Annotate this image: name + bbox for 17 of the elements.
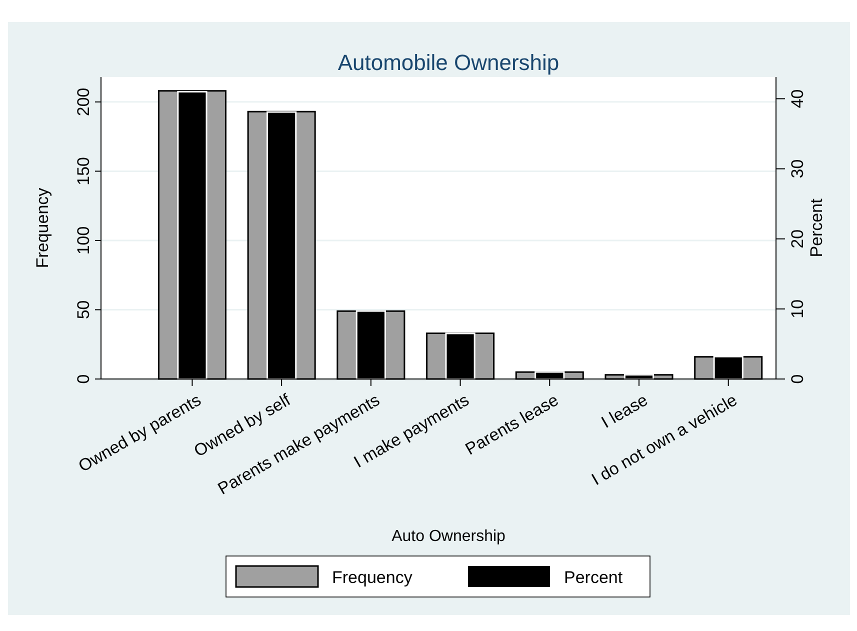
- legend-label: Frequency: [332, 568, 413, 587]
- y2-tick-label: 20: [788, 229, 807, 248]
- x-tick-label: I lease: [598, 390, 651, 432]
- chart-title: Automobile Ownership: [338, 50, 560, 75]
- y2-tick-label: 10: [788, 299, 807, 318]
- y2-axis-title: Percent: [807, 198, 826, 258]
- x-axis-title: Auto Ownership: [392, 528, 506, 545]
- y2-tick-label: 0: [788, 374, 807, 384]
- y2-tick-label: 30: [788, 159, 807, 178]
- y2-tick-label: 40: [788, 89, 807, 108]
- y-tick-label: 200: [74, 88, 93, 116]
- legend-label: Percent: [564, 568, 623, 587]
- y-tick-label: 0: [74, 374, 93, 384]
- y-tick-label: 100: [74, 226, 93, 255]
- y-axis-title: Frequency: [33, 187, 52, 268]
- y-tick-label: 50: [74, 300, 93, 320]
- y-tick-label: 150: [74, 157, 93, 186]
